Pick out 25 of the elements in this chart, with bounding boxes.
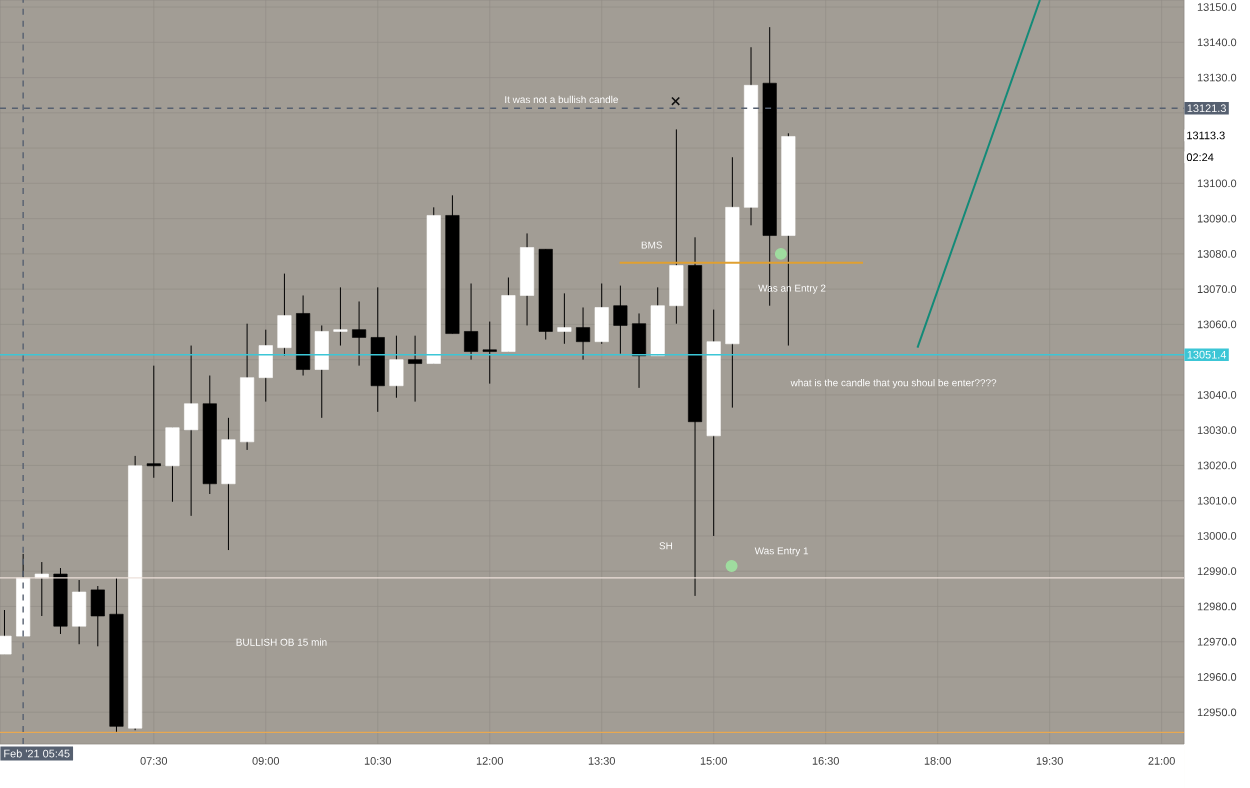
- point: [774, 247, 787, 260]
- candlestick: [0, 609, 12, 655]
- candlestick: [632, 312, 647, 389]
- candlestick: [258, 329, 273, 403]
- candlestick: [613, 285, 628, 355]
- candlestick: [389, 335, 404, 399]
- candlestick: [221, 417, 236, 551]
- candlestick: [165, 427, 180, 503]
- candlestick: [594, 282, 609, 345]
- candlestick: [408, 335, 423, 403]
- candlestick: [352, 300, 367, 367]
- candlestick: [184, 345, 199, 517]
- candlestick: [520, 232, 535, 326]
- candlestick: [557, 292, 572, 345]
- candlestick: [146, 365, 161, 479]
- candlestick: [482, 321, 497, 385]
- candlestick: [90, 585, 105, 647]
- candlestick: [669, 128, 684, 325]
- candlestick: [277, 273, 292, 357]
- candlestick: [576, 306, 591, 361]
- candlestick: [333, 286, 348, 347]
- candlestick: [464, 282, 479, 361]
- point: [671, 96, 681, 106]
- point: [725, 559, 738, 572]
- candlestick: [314, 324, 329, 419]
